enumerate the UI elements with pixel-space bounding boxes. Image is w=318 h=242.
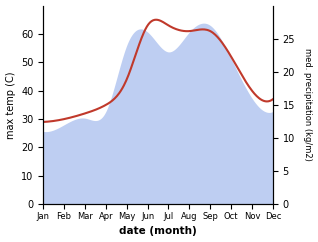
Y-axis label: med. precipitation (kg/m2): med. precipitation (kg/m2)	[303, 48, 313, 161]
X-axis label: date (month): date (month)	[119, 227, 197, 236]
Y-axis label: max temp (C): max temp (C)	[5, 71, 16, 139]
